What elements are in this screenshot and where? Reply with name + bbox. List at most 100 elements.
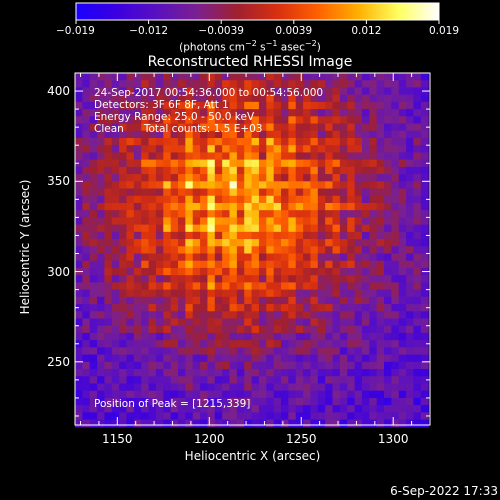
heatmap-pixel bbox=[207, 94, 216, 103]
heatmap-pixel bbox=[141, 397, 150, 406]
heatmap-pixel bbox=[119, 347, 128, 356]
heatmap-pixel bbox=[376, 376, 385, 385]
heatmap-pixel bbox=[361, 289, 370, 298]
heatmap-pixel bbox=[376, 210, 385, 219]
heatmap-pixel bbox=[75, 253, 83, 262]
heatmap-pixel bbox=[229, 376, 238, 385]
heatmap-pixel bbox=[170, 94, 179, 103]
heatmap-pixel bbox=[141, 174, 150, 182]
heatmap-pixel bbox=[251, 73, 260, 81]
heatmap-pixel bbox=[332, 80, 341, 89]
heatmap-pixel bbox=[369, 289, 378, 298]
heatmap-pixel bbox=[126, 101, 135, 110]
heatmap-pixel bbox=[369, 195, 378, 204]
heatmap-pixel bbox=[207, 282, 216, 291]
heatmap-pixel bbox=[229, 210, 238, 219]
heatmap-pixel bbox=[214, 109, 223, 117]
heatmap-pixel bbox=[75, 311, 83, 320]
heatmap-pixel bbox=[214, 383, 223, 392]
heatmap-pixel bbox=[406, 123, 415, 132]
heatmap-pixel bbox=[258, 224, 267, 233]
heatmap-pixel bbox=[236, 231, 245, 240]
heatmap-pixel bbox=[317, 239, 326, 247]
heatmap-pixel bbox=[369, 123, 378, 132]
heatmap-pixel bbox=[97, 260, 106, 269]
heatmap-pixel bbox=[244, 369, 253, 377]
heatmap-pixel bbox=[420, 137, 429, 146]
heatmap-pixel bbox=[229, 188, 238, 197]
heatmap-pixel bbox=[273, 354, 282, 363]
heatmap-pixel bbox=[97, 202, 106, 211]
heatmap-pixel bbox=[222, 260, 231, 269]
heatmap-pixel bbox=[251, 412, 260, 421]
heatmap-pixel bbox=[82, 210, 91, 219]
heatmap-pixel bbox=[266, 195, 275, 204]
heatmap-pixel bbox=[251, 181, 260, 190]
heatmap-pixel bbox=[266, 383, 275, 392]
heatmap-pixel bbox=[339, 80, 348, 89]
heatmap-pixel bbox=[317, 109, 326, 117]
heatmap-pixel bbox=[148, 354, 157, 363]
heatmap-pixel bbox=[200, 224, 209, 233]
plot-frame bbox=[74, 72, 431, 426]
heatmap-pixel bbox=[111, 231, 120, 240]
heatmap-pixel bbox=[229, 325, 238, 334]
heatmap-pixel bbox=[236, 318, 245, 327]
heatmap-pixel bbox=[97, 275, 106, 283]
heatmap-pixel bbox=[310, 137, 319, 146]
heatmap-pixel bbox=[244, 412, 253, 421]
heatmap-pixel bbox=[406, 94, 415, 103]
heatmap-pixel bbox=[391, 195, 400, 204]
heatmap-pixel bbox=[155, 361, 164, 370]
heatmap-pixel bbox=[155, 137, 164, 146]
heatmap-pixel bbox=[119, 304, 128, 312]
heatmap-pixel bbox=[391, 383, 400, 392]
heatmap-pixel bbox=[185, 311, 194, 320]
heatmap-pixel bbox=[155, 109, 164, 117]
heatmap-pixel bbox=[303, 145, 312, 154]
heatmap-pixel bbox=[376, 419, 385, 428]
heatmap-pixel bbox=[303, 195, 312, 204]
heatmap-pixel bbox=[339, 87, 348, 96]
heatmap-pixel bbox=[361, 397, 370, 406]
heatmap-pixel bbox=[339, 224, 348, 233]
heatmap-pixel bbox=[303, 354, 312, 363]
heatmap-pixel bbox=[406, 361, 415, 370]
heatmap-pixel bbox=[200, 332, 209, 341]
heatmap-pixel bbox=[273, 246, 282, 255]
heatmap-pixel bbox=[310, 304, 319, 312]
heatmap-pixel bbox=[384, 325, 392, 334]
heatmap-pixel bbox=[384, 181, 392, 190]
heatmap-pixel bbox=[89, 195, 98, 204]
heatmap-pixel bbox=[97, 174, 106, 182]
heatmap-pixel bbox=[222, 217, 231, 226]
heatmap-pixel bbox=[89, 296, 98, 305]
heatmap-pixel bbox=[266, 354, 275, 363]
heatmap-pixel bbox=[229, 419, 238, 428]
heatmap-pixel bbox=[148, 419, 157, 428]
heatmap-pixel bbox=[178, 354, 186, 363]
heatmap-pixel bbox=[391, 109, 400, 117]
heatmap-pixel bbox=[258, 123, 267, 132]
heatmap-pixel bbox=[369, 383, 378, 392]
heatmap-pixel bbox=[266, 210, 275, 219]
heatmap-pixel bbox=[281, 130, 289, 139]
heatmap-pixel bbox=[214, 224, 223, 233]
heatmap-pixel bbox=[361, 210, 370, 219]
heatmap-pixel bbox=[310, 397, 319, 406]
heatmap-pixel bbox=[273, 419, 282, 428]
heatmap-pixel bbox=[200, 361, 209, 370]
heatmap-pixel bbox=[339, 275, 348, 283]
heatmap-pixel bbox=[155, 145, 164, 154]
heatmap-pixel bbox=[288, 282, 297, 291]
heatmap-pixel bbox=[119, 325, 128, 334]
heatmap-pixel bbox=[75, 166, 83, 175]
heatmap-pixel bbox=[141, 116, 150, 125]
heatmap-pixel bbox=[82, 289, 91, 298]
heatmap-pixel bbox=[126, 332, 135, 341]
heatmap-pixel bbox=[133, 311, 142, 320]
heatmap-pixel bbox=[266, 267, 275, 276]
heatmap-pixel bbox=[347, 412, 356, 421]
heatmap-pixel bbox=[288, 152, 297, 161]
heatmap-pixel bbox=[104, 260, 113, 269]
